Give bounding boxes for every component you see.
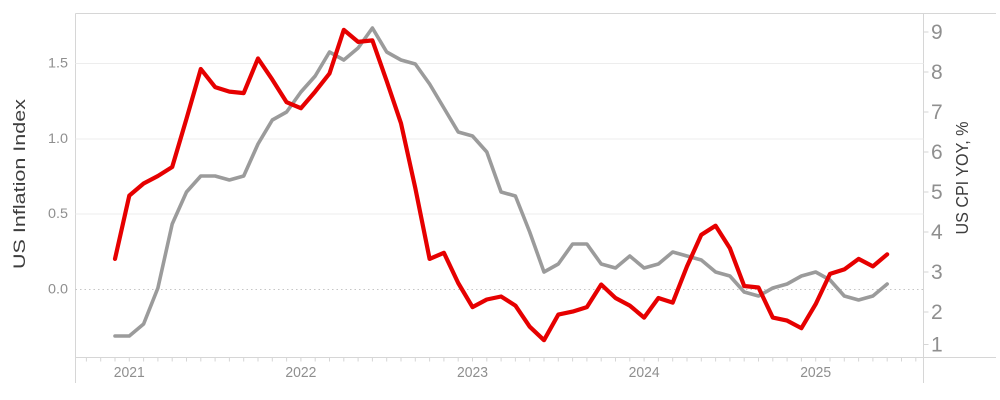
left-axis-tick-label: 0.5 [48,205,68,221]
left-axis-title: US Inflation Index [10,98,29,269]
left-axis-tick-label: 1.0 [48,130,68,146]
left-axis-tick-labels: 0.0 0.5 1.0 1.5 [48,55,68,297]
right-axis-tick-label: 7 [931,101,943,124]
x-axis-year-label: 2021 [114,364,145,381]
x-axis-minor-ticks [85,357,917,362]
x-axis-year-label: 2023 [457,364,488,381]
x-axis-year-label: 2024 [629,364,660,381]
x-axis-year-labels: 2021 2022 2023 2024 2025 [114,364,831,381]
left-axis-tick-label: 0.0 [48,281,68,297]
right-axis-tick-label: 3 [931,261,943,284]
right-axis-tick-label: 4 [931,221,943,244]
right-axis-tick-label: 9 [931,21,943,44]
x-axis-year-label: 2022 [285,364,316,381]
series-path [113,26,890,338]
right-axis-tick-label: 1 [931,334,943,357]
x-axis-year-label: 2025 [800,364,831,381]
right-axis-ticks [923,31,929,345]
right-axis-tick-labels: 1 2 3 4 5 6 7 8 9 [931,21,943,357]
plot-frame [75,13,996,383]
series-path [112,27,890,343]
right-axis-tick-label: 8 [931,61,943,84]
cpi-series-line [113,26,890,338]
right-axis-tick-label: 2 [931,301,943,324]
right-axis-title: US CPI YOY, % [952,122,972,235]
right-axis-tick-label: 6 [931,141,943,164]
gridlines [75,63,924,290]
right-axis-tick-label: 5 [931,181,943,204]
left-axis-tick-label: 1.5 [48,55,68,71]
inflation-index-series-line [112,27,890,343]
